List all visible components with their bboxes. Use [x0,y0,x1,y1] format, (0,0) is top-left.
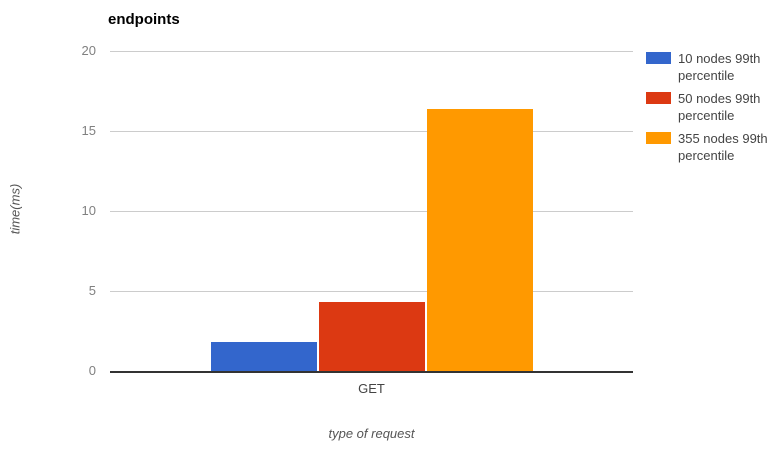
legend: 10 nodes 99th percentile 50 nodes 99th pe… [646,50,778,170]
legend-entry: 10 nodes 99th percentile [646,50,778,84]
legend-label: 10 nodes 99th percentile [678,51,761,83]
legend-entry: 355 nodes 99th percentile [646,130,778,164]
bar [210,342,317,371]
y-tick-label: 20 [81,43,96,58]
legend-label: 355 nodes 99th percentile [678,131,768,163]
y-tick-label: 15 [81,123,96,138]
legend-swatch [646,92,671,104]
gridline [110,291,633,292]
y-tick-label: 0 [88,363,96,378]
x-axis-title: type of request [328,426,415,441]
gridline [110,131,633,132]
legend-label: 50 nodes 99th percentile [678,91,761,123]
chart-title: endpoints [108,11,180,28]
bar [426,109,533,371]
gridline [110,51,633,52]
legend-swatch [646,52,671,64]
y-tick-label: 10 [81,203,96,218]
y-axis-title: time(ms) [7,183,23,235]
legend-swatch [646,132,671,144]
y-tick-label: 5 [88,283,96,298]
gridline [110,211,633,212]
bar [318,302,425,371]
category-label: GET [358,381,385,396]
bar-group [110,51,633,371]
plot-area [110,51,633,373]
legend-entry: 50 nodes 99th percentile [646,90,778,124]
